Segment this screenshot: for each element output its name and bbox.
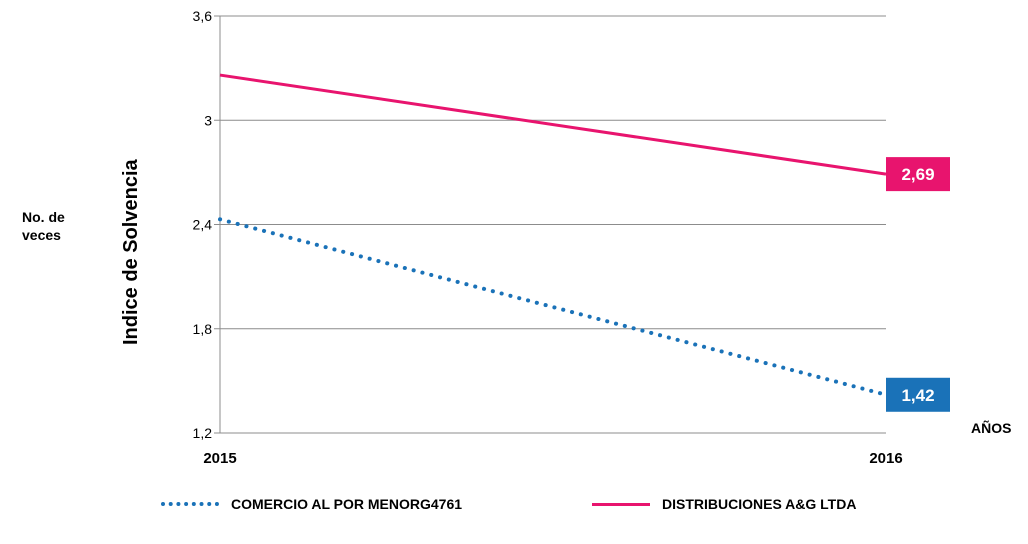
data-labels: 1,42 2,69 bbox=[886, 157, 950, 412]
data-label-box-0 bbox=[886, 377, 950, 412]
axes: 1,2 1,8 2,4 3 3,6 2015 2016 bbox=[193, 8, 903, 467]
legend-label-distribuciones: DISTRIBUCIONES A&G LTDA bbox=[662, 496, 857, 512]
y-axis-unit-label: No. de veces bbox=[22, 208, 65, 244]
y-axis-title: Indice de Solvencia bbox=[120, 159, 142, 345]
y-tick-label: 1,2 bbox=[193, 425, 213, 441]
y-unit-line-2: veces bbox=[22, 227, 61, 243]
y-tick-label: 2,4 bbox=[193, 217, 213, 233]
data-label-box-1 bbox=[886, 157, 950, 192]
series-line-1 bbox=[219, 73, 887, 176]
legend-swatch-solid bbox=[592, 502, 650, 506]
data-label-1: 2,69 bbox=[901, 165, 934, 184]
series-lines bbox=[218, 73, 888, 397]
gridlines bbox=[220, 15, 886, 434]
legend-label-comercio: COMERCIO AL POR MENORG4761 bbox=[231, 496, 463, 512]
y-tick-label: 1,8 bbox=[193, 321, 213, 337]
x-tick-label: 2016 bbox=[869, 450, 902, 467]
legend-swatch-dotted bbox=[161, 502, 219, 506]
y-tick-label: 3,6 bbox=[193, 8, 213, 24]
series-line-0 bbox=[218, 217, 888, 397]
legend: COMERCIO AL POR MENORG4761 DISTRIBUCIONE… bbox=[0, 496, 1028, 520]
y-unit-line-1: No. de bbox=[22, 209, 65, 225]
x-tick-label: 2015 bbox=[203, 450, 236, 467]
x-axis-title: AÑOS bbox=[971, 420, 1012, 436]
legend-item-distribuciones: DISTRIBUCIONES A&G LTDA bbox=[592, 496, 856, 512]
y-tick-label: 3 bbox=[204, 112, 212, 128]
data-label-0: 1,42 bbox=[901, 386, 934, 405]
legend-item-comercio: COMERCIO AL POR MENORG4761 bbox=[161, 496, 462, 512]
